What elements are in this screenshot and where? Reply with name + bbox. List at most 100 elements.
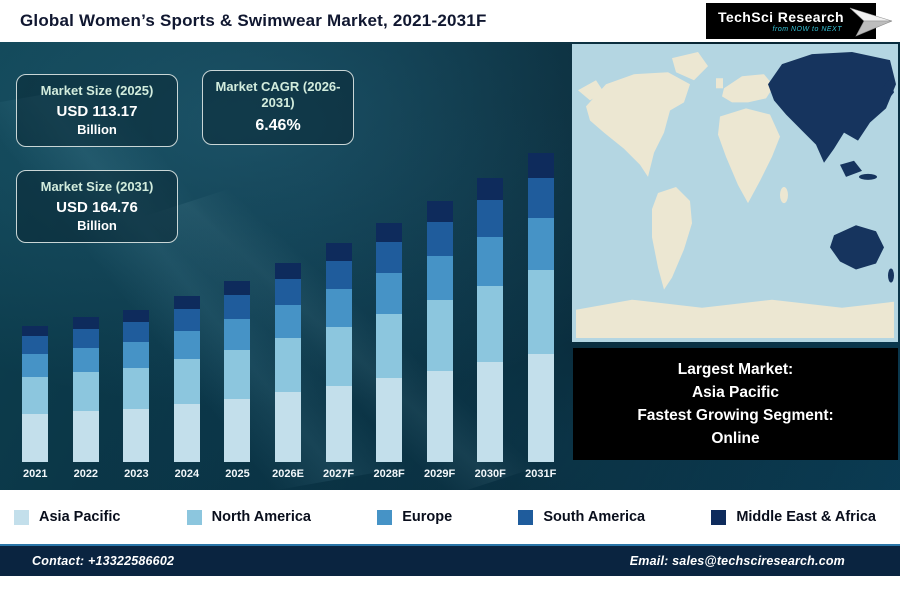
x-axis-label: 2025 <box>225 468 250 480</box>
bar-segment-europe <box>123 341 150 368</box>
chart-columns: 2021 2022 2023 2024 2025 2026E 2027F 2028F 2029F… <box>10 50 566 482</box>
info-box-unit: Billion <box>77 218 117 234</box>
bar-2022 <box>72 317 99 462</box>
info-box-value: USD 164.76 <box>56 199 138 217</box>
world-map <box>572 44 898 342</box>
chart-column: 2027F <box>313 243 364 482</box>
brand-name: TechSci Research <box>718 9 844 25</box>
bar-segment-south-america <box>123 321 150 342</box>
bar-segment-asia-pacific <box>376 378 403 462</box>
page-title: Global Women’s Sports & Swimwear Market,… <box>20 11 487 30</box>
bar-segment-south-america <box>72 328 99 348</box>
map-madagascar <box>780 186 788 204</box>
brand-logo: TechSci Research from NOW to NEXT <box>706 3 876 39</box>
bar-segment-north-america <box>527 270 554 354</box>
chart-column: 2024 <box>162 296 213 482</box>
map-australia-highlight <box>830 225 884 270</box>
bar-2030F <box>477 177 504 462</box>
x-axis-label: 2021 <box>23 468 48 480</box>
bar-segment-europe <box>527 217 554 271</box>
bar-segment-north-america <box>477 285 504 363</box>
map-japan <box>882 78 894 103</box>
bar-segment-middle-east-africa <box>173 296 200 310</box>
brand-tagline: from NOW to NEXT <box>772 26 842 33</box>
legend-item: South America <box>518 509 645 525</box>
bar-segment-middle-east-africa <box>325 243 352 261</box>
header: Global Women’s Sports & Swimwear Market,… <box>0 0 900 42</box>
map-new-zealand <box>888 268 894 283</box>
x-axis-label: 2022 <box>73 468 99 480</box>
info-box-value: 6.46% <box>255 116 301 134</box>
bar-segment-europe <box>224 318 251 350</box>
chart-column: 2023 <box>111 309 162 482</box>
bar-2024 <box>173 296 200 462</box>
legend-item: North America <box>186 509 311 525</box>
chart-column: 2029F <box>414 201 465 482</box>
legend-item: Asia Pacific <box>14 509 120 525</box>
bar-segment-asia-pacific <box>22 414 49 462</box>
bar-segment-asia-pacific <box>426 370 453 462</box>
bar-segment-south-america <box>22 336 49 355</box>
chart-legend: Asia Pacific North America Europe South Ame… <box>0 490 900 544</box>
bar-segment-europe <box>477 237 504 286</box>
bar-segment-europe <box>173 330 200 360</box>
callout-line: Largest Market: <box>677 360 794 378</box>
bar-segment-europe <box>72 347 99 373</box>
x-axis-label: 2029F <box>424 468 456 480</box>
bar-segment-middle-east-africa <box>477 177 504 201</box>
chart-column: 2021 <box>10 325 61 482</box>
legend-swatch <box>377 509 393 525</box>
chart-column: 2026E <box>263 262 314 482</box>
bar-segment-asia-pacific <box>325 385 352 462</box>
x-axis-label: 2028F <box>373 468 405 480</box>
bar-segment-north-america <box>22 377 49 415</box>
x-axis-label: 2031F <box>525 468 557 480</box>
bar-segment-middle-east-africa <box>275 262 301 279</box>
bar-segment-asia-pacific <box>275 392 301 462</box>
x-axis-label: 2026E <box>272 468 304 480</box>
bar-segment-europe <box>376 273 403 314</box>
bar-segment-middle-east-africa <box>527 153 554 178</box>
bar-2026E <box>275 262 301 462</box>
bar-2031F <box>527 153 554 462</box>
bar-segment-south-america <box>275 278 301 305</box>
bar-segment-asia-pacific <box>527 353 554 462</box>
bar-segment-europe <box>275 304 301 339</box>
main-panel: 2021 2022 2023 2024 2025 2026E 2027F 2028F 2029F… <box>0 21 900 600</box>
bar-segment-north-america <box>426 300 453 371</box>
bar-segment-north-america <box>275 338 301 393</box>
callout-line: Fastest Growing Segment: <box>637 407 834 424</box>
bar-segment-asia-pacific <box>224 398 251 462</box>
chart-column: 2030F <box>465 177 516 482</box>
footer: Contact: +13322586602 Email: sales@techs… <box>0 544 900 576</box>
chart-column: 2022 <box>61 317 112 482</box>
legend-swatch <box>14 509 29 525</box>
chart-column: 2031F <box>515 153 566 482</box>
map-north-america <box>586 72 690 177</box>
market-cagr-box: Market CAGR (2026-2031) 6.46% <box>202 70 354 145</box>
x-axis-label: 2027F <box>322 468 355 480</box>
bar-segment-middle-east-africa <box>22 325 49 337</box>
bar-segment-asia-pacific <box>123 408 150 462</box>
bar-segment-north-america <box>325 326 352 386</box>
bar-segment-south-america <box>426 221 453 256</box>
bar-segment-north-america <box>224 349 251 399</box>
callout-line: Online <box>711 430 760 448</box>
bar-segment-north-america <box>376 313 403 379</box>
map-europe <box>722 74 774 103</box>
info-box-title: Market CAGR (2026-2031) <box>215 79 341 111</box>
bar-segment-asia-pacific <box>72 411 99 462</box>
map-south-america <box>652 186 692 290</box>
map-uk <box>716 78 723 89</box>
map-antarctica <box>576 299 894 338</box>
stacked-bar-chart: 2021 2022 2023 2024 2025 2026E 2027F 2028F 2029F… <box>10 42 566 490</box>
chart-column: 2025 <box>212 280 263 482</box>
bar-segment-middle-east-africa <box>72 317 99 329</box>
legend-item: Europe <box>377 509 452 525</box>
bar-segment-europe <box>426 255 453 301</box>
legend-label: Middle East & Africa <box>736 509 876 525</box>
bar-segment-middle-east-africa <box>376 222 403 242</box>
map-southeast-asia <box>840 160 862 177</box>
legend-label: Europe <box>402 509 453 525</box>
bar-segment-south-america <box>325 260 352 290</box>
